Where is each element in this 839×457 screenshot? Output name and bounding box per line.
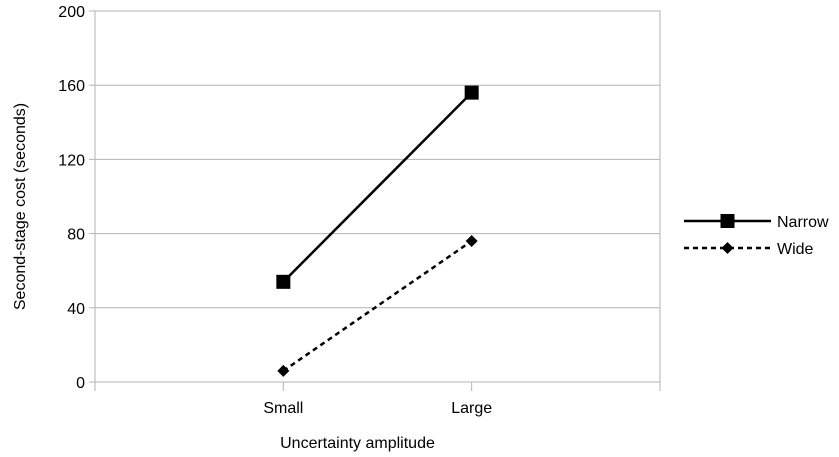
- series-wide: [277, 235, 478, 377]
- gridlines: [89, 10, 660, 383]
- data-point: [276, 274, 291, 289]
- series-narrow: [276, 85, 479, 289]
- y-tick-label: 0: [76, 375, 85, 392]
- legend-marker: [720, 214, 735, 228]
- y-tick-label: 200: [58, 4, 85, 21]
- legend-marker: [721, 242, 734, 254]
- legend-label: Wide: [777, 241, 814, 258]
- y-axis-tick-labels: 0 40 80 120 160 200: [58, 4, 85, 392]
- y-tick-label: 80: [67, 227, 85, 244]
- series-line: [282, 91, 473, 283]
- data-point: [465, 235, 478, 248]
- series-line: [282, 239, 473, 372]
- x-tick-label: Large: [451, 400, 492, 417]
- x-tick-label: Small: [263, 400, 303, 417]
- y-axis-label: Second-stage cost (seconds): [12, 103, 29, 310]
- data-point: [277, 364, 290, 377]
- legend-item-wide: Wide: [684, 241, 814, 258]
- series-group: [276, 85, 479, 377]
- x-axis-ticks: [94, 382, 661, 391]
- legend: Narrow Wide: [684, 214, 829, 258]
- y-tick-label: 40: [67, 301, 85, 318]
- legend-label: Narrow: [777, 214, 829, 231]
- y-tick-label: 160: [58, 78, 85, 95]
- x-axis-tick-labels: Small Large: [263, 400, 492, 417]
- plot-area-frame: [94, 10, 661, 383]
- x-axis-label: Uncertainty amplitude: [280, 435, 435, 452]
- legend-item-narrow: Narrow: [684, 214, 829, 231]
- y-tick-label: 120: [58, 152, 85, 169]
- data-point: [464, 85, 479, 100]
